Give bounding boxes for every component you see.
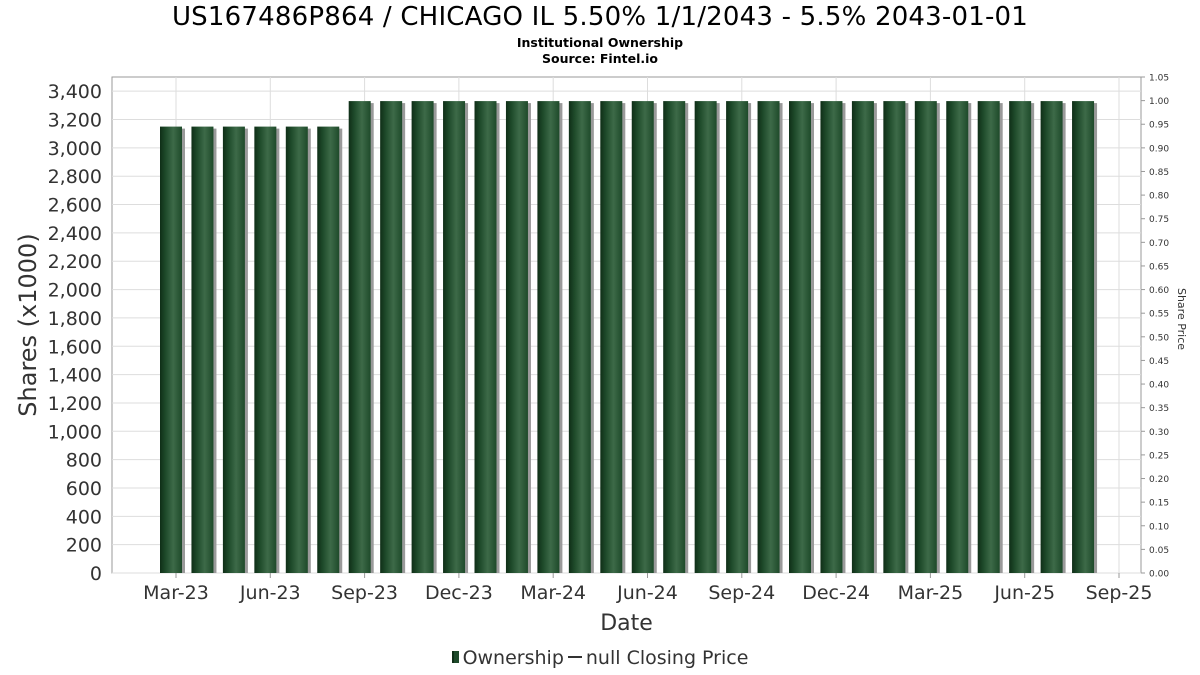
y-tick-label: 2,400 [48, 223, 102, 245]
y-right-tick-label: 0.40 [1149, 381, 1169, 391]
ownership-bar [851, 101, 874, 573]
y-right-tick-label: 0.30 [1149, 428, 1169, 438]
y-right-tick-label: 0.65 [1149, 262, 1169, 272]
ownership-bar [694, 101, 717, 573]
ownership-bar [789, 101, 811, 573]
closing-price-legend-line [567, 656, 582, 658]
y-right-tick-label: 0.00 [1149, 570, 1169, 580]
chart-title: US167486P864 / CHICAGO IL 5.50% 1/1/2043… [171, 2, 1029, 32]
x-tick-label: Mar-23 [143, 582, 209, 604]
ownership-bar [1072, 101, 1095, 573]
ownership-bar [1040, 101, 1063, 573]
ownership-bar [946, 101, 969, 573]
y-tick-label: 1,400 [48, 365, 102, 387]
x-tick-label: Jun-24 [616, 582, 678, 604]
y-right-tick-label: 0.75 [1149, 215, 1169, 225]
y-tick-label: 2,200 [48, 251, 102, 273]
y-right-tick-label: 0.90 [1149, 144, 1169, 154]
x-tick-label: Dec-24 [802, 582, 870, 604]
chart-subtitle: Institutional Ownership [516, 35, 684, 50]
y-tick-label: 2,800 [48, 166, 102, 188]
y-right-tick-label: 0.35 [1149, 404, 1169, 414]
y-right-tick-label: 0.80 [1149, 192, 1169, 202]
y-right-tick-label: 0.25 [1149, 451, 1169, 461]
y-tick-label: 1,800 [48, 308, 102, 330]
legend-closing-price: null Closing Price [585, 647, 749, 669]
x-tick-label: Jun-23 [239, 582, 301, 604]
ownership-bar [380, 101, 403, 573]
y-right-tick-label: 0.85 [1149, 168, 1169, 178]
y-tick-label: 400 [66, 506, 102, 528]
ownership-bar [726, 101, 749, 573]
ownership-legend-swatch [451, 651, 459, 663]
ownership-bar [505, 101, 528, 573]
y-tick-label: 800 [66, 450, 102, 472]
y-tick-label: 3,400 [48, 81, 102, 103]
ownership-bar [411, 101, 434, 573]
ownership-bar [757, 101, 780, 573]
ownership-bar [191, 126, 214, 573]
x-tick-label: Mar-24 [520, 582, 586, 604]
y-tick-label: 3,200 [48, 110, 102, 132]
y-right-tick-label: 0.10 [1149, 522, 1169, 532]
ownership-bar [977, 101, 1000, 573]
y-right-tick-label: 0.05 [1149, 546, 1169, 556]
y-tick-label: 1,000 [48, 421, 102, 443]
ownership-bar [160, 126, 182, 573]
y-tick-label: 3,000 [48, 138, 102, 160]
y-right-tick-label: 0.15 [1149, 499, 1169, 509]
x-tick-label: Mar-25 [898, 582, 964, 604]
x-tick-label: Jun-25 [993, 582, 1055, 604]
y-right-tick-label: 0.45 [1149, 357, 1169, 367]
x-axis-title: Date [600, 611, 653, 636]
y-right-tick-label: 0.55 [1149, 310, 1169, 320]
y-axis-title: Shares (x1000) [14, 233, 42, 416]
y-right-tick-label: 0.60 [1149, 286, 1169, 296]
y-tick-label: 200 [66, 535, 102, 557]
ownership-bar [914, 101, 937, 573]
ownership-bar [568, 101, 591, 573]
ownership-bar [883, 101, 906, 573]
x-tick-label: Sep-23 [331, 582, 398, 604]
ownership-bar [631, 101, 654, 573]
ownership-bar [820, 101, 843, 573]
y-right-tick-label: 1.05 [1149, 74, 1169, 84]
chart-legend: Ownership null Closing Price [0, 647, 1200, 669]
ownership-bar [254, 126, 277, 573]
y-right-tick-label: 1.00 [1149, 97, 1169, 107]
y-right-tick-label: 0.70 [1149, 239, 1169, 249]
y-tick-label: 1,600 [48, 336, 102, 358]
ownership-bar [537, 101, 560, 573]
y-right-axis-title: Share Price [1175, 288, 1188, 350]
legend-ownership: Ownership [462, 647, 564, 669]
y-tick-label: 600 [66, 478, 102, 500]
ownership-bar [1009, 101, 1032, 573]
y-right-tick-label: 0.95 [1149, 121, 1169, 131]
chart-source: Source: Fintel.io [542, 51, 658, 66]
ownership-bar [285, 126, 308, 573]
ownership-bar [663, 101, 686, 573]
y-tick-label: 2,600 [48, 195, 102, 217]
ownership-bar [348, 101, 371, 573]
ownership-bar [443, 101, 466, 573]
y-right-tick-label: 0.20 [1149, 475, 1169, 485]
y-tick-label: 0 [90, 563, 102, 585]
ownership-bar [222, 126, 245, 573]
y-tick-label: 1,200 [48, 393, 102, 415]
ownership-bar [600, 101, 623, 573]
y-tick-label: 2,000 [48, 280, 102, 302]
y-right-tick-label: 0.50 [1149, 333, 1169, 343]
x-tick-label: Dec-23 [425, 582, 493, 604]
x-tick-label: Sep-25 [1086, 582, 1153, 604]
ownership-bar [474, 101, 497, 573]
ownership-bar [317, 126, 340, 573]
x-tick-label: Sep-24 [708, 582, 775, 604]
